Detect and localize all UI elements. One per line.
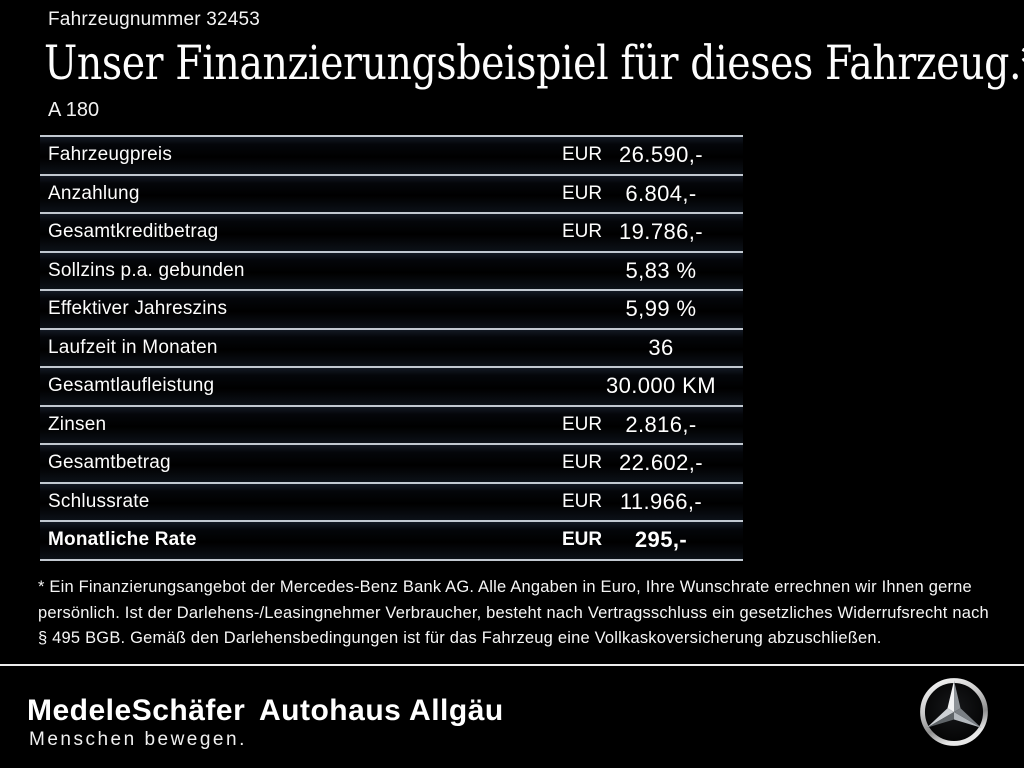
row-value: 11.966,- bbox=[619, 488, 703, 514]
row-currency: EUR bbox=[562, 490, 603, 512]
table-row: Zinsen EUR 2.816,- bbox=[40, 404, 743, 443]
row-label: Gesamtlaufleistung bbox=[48, 375, 215, 397]
row-value: 295,- bbox=[634, 527, 688, 553]
row-currency: EUR bbox=[562, 529, 603, 551]
row-label: Effektiver Jahreszins bbox=[48, 298, 228, 320]
footnote: * Ein Finanzierungsangebot der Mercedes-… bbox=[38, 575, 998, 652]
row-label: Monatliche Rate bbox=[48, 529, 197, 551]
row-currency: EUR bbox=[562, 413, 603, 435]
vehicle-number: Fahrzeugnummer 32453 bbox=[48, 9, 261, 30]
table-row: Anzahlung EUR 6.804,- bbox=[40, 173, 743, 212]
row-currency: EUR bbox=[562, 144, 603, 166]
table-row: Sollzins p.a. gebunden 5,83 % bbox=[40, 250, 743, 289]
row-label: Anzahlung bbox=[48, 182, 140, 204]
row-label: Fahrzeugpreis bbox=[48, 144, 173, 166]
row-value: 19.786,- bbox=[619, 219, 703, 245]
row-label: Zinsen bbox=[48, 413, 107, 435]
dealer-logo-medele-schaefer: MedeleSchäfer bbox=[27, 694, 246, 727]
row-value: 5,99 % bbox=[625, 296, 697, 322]
row-currency: EUR bbox=[562, 182, 603, 204]
row-value: 22.602,- bbox=[619, 450, 703, 476]
table-row: Monatliche Rate EUR 295,- bbox=[40, 520, 743, 559]
footnote-line: * Ein Finanzierungsangebot der Mercedes-… bbox=[38, 578, 972, 596]
table-row: Laufzeit in Monaten 36 bbox=[40, 327, 743, 366]
finance-table: Fahrzeugpreis EUR 26.590,- Anzahlung EUR 6.80… bbox=[40, 135, 743, 561]
row-label: Gesamtbetrag bbox=[48, 452, 171, 474]
row-currency: EUR bbox=[562, 221, 603, 243]
row-label: Laufzeit in Monaten bbox=[48, 336, 218, 358]
vehicle-model: A 180 bbox=[48, 99, 100, 121]
row-value: 6.804,- bbox=[625, 180, 697, 206]
row-label: Sollzins p.a. gebunden bbox=[48, 259, 245, 281]
footnote-line: persönlich. Ist der Darlehens-/Leasingne… bbox=[38, 603, 989, 622]
row-value: 36 bbox=[648, 334, 674, 360]
footer-tagline: Menschen bewegen. bbox=[29, 729, 247, 750]
row-currency: EUR bbox=[562, 452, 603, 474]
row-value: 2.816,- bbox=[625, 411, 697, 437]
page-title: Unser Finanzierungsbeispiel für dieses F… bbox=[44, 36, 1024, 91]
dealer-logo-autohaus-allgaeu: Autohaus Allgäu bbox=[259, 694, 504, 727]
table-row: Schlussrate EUR 11.966,- bbox=[40, 481, 743, 520]
table-row: Gesamtbetrag EUR 22.602,- bbox=[40, 443, 743, 482]
row-value: 26.590,- bbox=[619, 142, 703, 168]
row-value: 30.000 KM bbox=[605, 373, 716, 399]
row-value: 5,83 % bbox=[625, 257, 697, 283]
row-label: Gesamtkreditbetrag bbox=[48, 221, 219, 243]
table-row: Gesamtkreditbetrag EUR 19.786,- bbox=[40, 212, 743, 251]
mercedes-star-icon bbox=[917, 675, 991, 749]
page-title-text: Unser Finanzierungsbeispiel für dieses F… bbox=[44, 36, 1024, 91]
table-row: Fahrzeugpreis EUR 26.590,- bbox=[40, 135, 743, 174]
footer-divider bbox=[0, 664, 1024, 666]
footnote-line: § 495 BGB. Gemäß den Darlehensbedingunge… bbox=[38, 629, 882, 647]
row-label: Schlussrate bbox=[48, 490, 150, 512]
table-row: Effektiver Jahreszins 5,99 % bbox=[40, 289, 743, 328]
table-row: Gesamtlaufleistung 30.000 KM bbox=[40, 366, 743, 405]
footer: MedeleSchäfer Autohaus Allgäu Menschen b… bbox=[0, 666, 1024, 768]
